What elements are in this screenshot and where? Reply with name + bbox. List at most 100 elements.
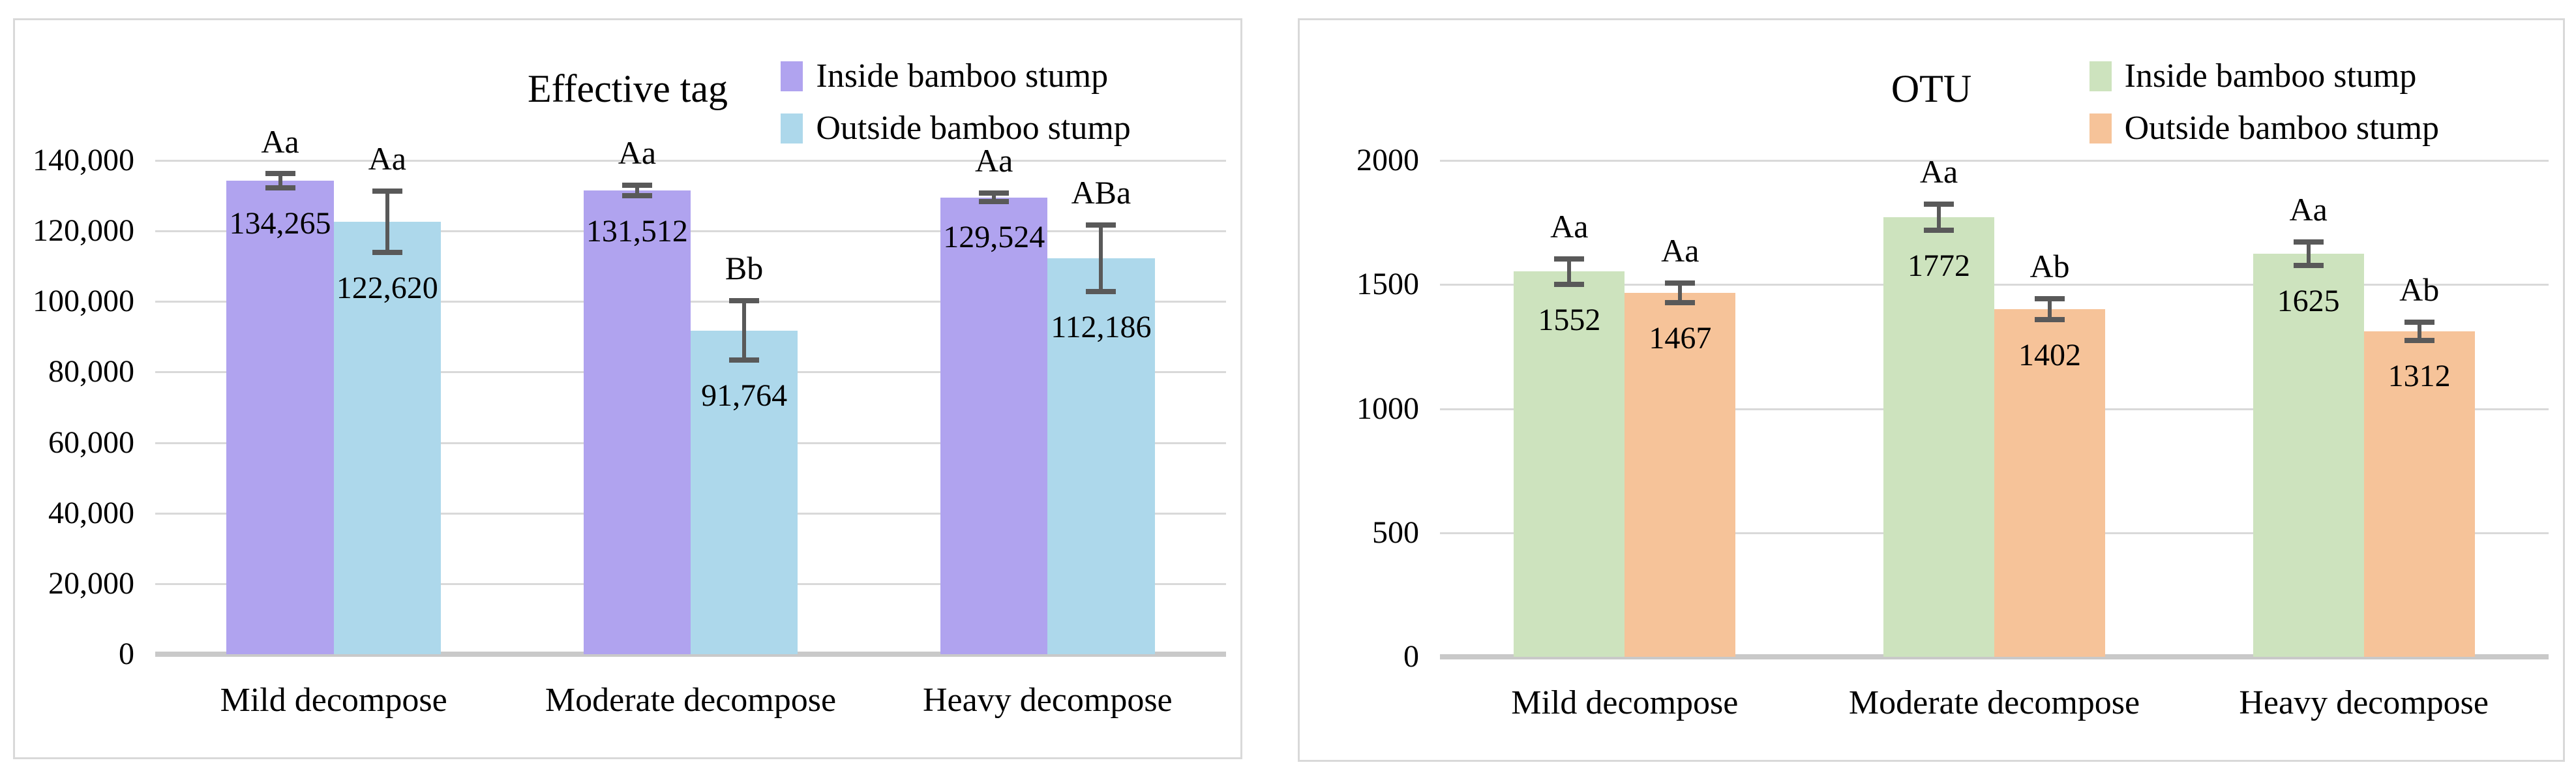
value-label: 91,764: [701, 378, 788, 414]
category-group: Aa 1625 Ab 1312: [2179, 160, 2549, 657]
bar-slot: Aa 122,620: [333, 142, 441, 654]
error-bar: [1567, 256, 1572, 287]
significance-label: Aa: [975, 142, 1013, 179]
legend-item-outside: Outside bamboo stump: [2089, 112, 2439, 145]
bar-effective-tag-series1: [333, 221, 441, 654]
gridline: [155, 160, 1226, 162]
y-tick-label: 500: [1372, 515, 1419, 550]
error-bar: [2306, 239, 2311, 267]
chart-title: OTU: [1891, 67, 1972, 110]
significance-label: Bb: [725, 250, 764, 287]
significance-label: Aa: [261, 123, 299, 160]
bar-slot: Aa 129,524: [940, 144, 1048, 654]
category-group: Aa 134,265 Aa 122,620: [155, 125, 512, 654]
legend-swatch-inside: [781, 61, 803, 91]
value-label: 131,512: [586, 213, 688, 249]
value-label: 129,524: [943, 220, 1045, 255]
significance-label: Aa: [368, 140, 406, 177]
x-category-label: Moderate decompose: [1848, 684, 2140, 721]
significance-label: Ab: [2399, 271, 2440, 308]
y-tick-label: 120,000: [33, 213, 134, 249]
category-group: Aa 1552 Aa 1467: [1440, 160, 1810, 657]
bar-effective-tag-series0: [583, 190, 691, 654]
category-group: Aa 131,512 Bb 91,764: [512, 136, 869, 654]
legend-label: Outside bamboo stump: [816, 110, 1131, 147]
x-category-label: Moderate decompose: [545, 682, 837, 719]
value-label: 112,186: [1051, 310, 1152, 345]
bar-effective-tag-series0: [226, 181, 334, 654]
error-bar: [742, 299, 747, 363]
gridline: [1440, 284, 2549, 286]
error-bar: [385, 189, 389, 254]
y-tick-label: 0: [119, 637, 134, 671]
plot-area: Aa 1552 Aa 1467 Aa 1772 Ab 1402 Aa 1625 Ab 1312: [1440, 155, 2549, 659]
value-label: 134,265: [229, 205, 331, 241]
x-axis-baseline: [1440, 654, 2549, 659]
bar-groups: Aa 1552 Aa 1467 Aa 1772 Ab 1402 Aa 1625 Ab 1312: [1440, 155, 2549, 657]
x-category-label: Heavy decompose: [2239, 684, 2489, 721]
legend-swatch-outside: [2089, 113, 2112, 143]
x-axis: Mild decompose Moderate decompose Heavy de…: [155, 680, 1226, 726]
bar-effective-tag-series1: [1047, 258, 1155, 654]
y-tick-label: 0: [1403, 639, 1419, 674]
category-group: Aa 129,524 ABa 112,186: [869, 144, 1226, 654]
error-bar: [992, 190, 996, 204]
bar-effective-tag-series1: [690, 330, 798, 654]
bar-groups: Aa 134,265 Aa 122,620 Aa 131,512 Bb 91,764 Aa 129…: [155, 125, 1226, 654]
x-category-label: Mild decompose: [220, 682, 447, 719]
legend-item-outside: Outside bamboo stump: [781, 110, 1131, 147]
value-label: 1552: [1538, 303, 1601, 338]
y-axis: 2000 1500 1000 500 0: [1300, 145, 1440, 672]
bar-slot: ABa 112,186: [1047, 160, 1155, 654]
gridline: [1440, 160, 2549, 162]
legend-swatch-inside: [2089, 61, 2112, 91]
bar-slot: Ab 1312: [2363, 160, 2475, 657]
y-tick-label: 2000: [1356, 143, 1419, 177]
x-axis: Mild decompose Moderate decompose Heavy de…: [1440, 683, 2549, 729]
legend-swatch-outside: [781, 113, 803, 143]
y-tick-label: 1000: [1356, 391, 1419, 426]
value-label: 1402: [2018, 337, 2081, 372]
error-bar: [1937, 202, 1941, 232]
y-tick-label: 1500: [1356, 267, 1419, 302]
bar-otu-series1: [2363, 331, 2475, 657]
significance-label: Aa: [1661, 232, 1700, 269]
significance-label: ABa: [1071, 174, 1131, 211]
error-bar: [278, 172, 282, 190]
legend-label: Inside bamboo stump: [2124, 57, 2417, 95]
bar-otu-series1: [1994, 309, 2105, 657]
legend-label: Outside bamboo stump: [2124, 110, 2440, 147]
value-label: 1312: [2388, 358, 2451, 393]
bar-slot: Aa 134,265: [226, 125, 334, 654]
bar-otu-series0: [1883, 217, 1994, 657]
x-category-label: Heavy decompose: [923, 682, 1173, 719]
y-tick-label: 20,000: [48, 565, 134, 601]
bar-otu-series0: [2253, 253, 2364, 657]
bar-effective-tag-series0: [940, 197, 1048, 654]
legend-label: Inside bamboo stump: [816, 57, 1109, 95]
legend-item-inside: Inside bamboo stump: [781, 59, 1130, 93]
error-bar: [635, 183, 639, 198]
value-label: 1625: [2277, 283, 2340, 318]
y-tick-label: 40,000: [48, 495, 134, 530]
legend-item-inside: Inside bamboo stump: [2089, 59, 2439, 93]
otu-chart: OTU Inside bamboo stump Outside bamboo s…: [1298, 18, 2565, 762]
value-label: 1467: [1649, 321, 1712, 356]
bar-otu-series0: [1514, 271, 1625, 657]
legend: Inside bamboo stump Outside bamboo stump: [2089, 59, 2439, 145]
value-label: 122,620: [336, 270, 438, 305]
error-bar: [2048, 296, 2052, 322]
plot-area: Aa 134,265 Aa 122,620 Aa 131,512 Bb 91,764 Aa 129…: [155, 125, 1226, 657]
gridline: [155, 230, 1226, 233]
bar-otu-series1: [1625, 292, 1736, 657]
y-axis: 140,000 120,000 100,000 80,000 60,000 40,000 2…: [15, 145, 155, 670]
bar-slot: Aa 1467: [1625, 160, 1736, 657]
significance-label: Aa: [1919, 153, 1958, 190]
bar-slot: Ab 1402: [1994, 160, 2105, 657]
x-axis-baseline: [155, 652, 1226, 657]
significance-label: Ab: [2029, 247, 2070, 284]
y-tick-label: 100,000: [33, 284, 134, 319]
y-tick-label: 140,000: [33, 143, 134, 177]
chart-body: 2000 1500 1000 500 0 Aa 1552 Aa 1467 Aa 1772 Ab 140…: [1300, 145, 2549, 672]
